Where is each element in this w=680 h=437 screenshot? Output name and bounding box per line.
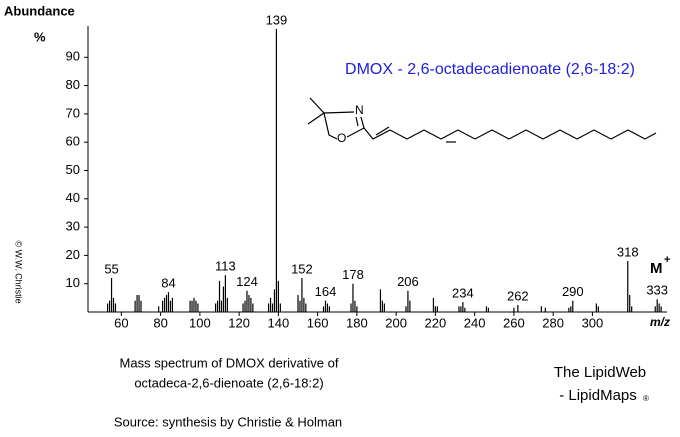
y-tick-label: 60 xyxy=(66,134,80,149)
y-tick-label: 70 xyxy=(66,105,80,120)
brand-line: - LipidMaps xyxy=(559,387,637,404)
copyright: © W.W. Christie xyxy=(14,240,24,303)
x-tick-label: 200 xyxy=(385,315,407,330)
peak-label: 164 xyxy=(315,284,337,299)
y-tick-label: 20 xyxy=(66,247,80,262)
x-tick-label: 120 xyxy=(228,315,250,330)
y-tick-label: 80 xyxy=(66,77,80,92)
peak-label: 178 xyxy=(342,267,364,282)
peak-label: 333 xyxy=(646,283,668,298)
ion-symbol: M xyxy=(650,260,663,277)
x-tick-label: 60 xyxy=(114,315,128,330)
caption-line: Mass spectrum of DMOX derivative of xyxy=(120,355,339,370)
peak-label: 290 xyxy=(562,284,584,299)
y-tick-label: 30 xyxy=(66,219,80,234)
x-tick-label: 300 xyxy=(582,315,604,330)
peak-label: 84 xyxy=(161,276,175,291)
chain xyxy=(363,127,657,140)
x-tick-label: 280 xyxy=(542,315,564,330)
x-tick-label: 80 xyxy=(153,315,167,330)
peak-label: 139 xyxy=(266,12,288,27)
atom: N xyxy=(355,103,364,117)
peak-label: 152 xyxy=(291,261,313,276)
y-tick-label: 40 xyxy=(66,190,80,205)
x-label: m/z xyxy=(650,315,670,329)
x-tick-label: 160 xyxy=(307,315,329,330)
ring xyxy=(323,112,338,140)
ring xyxy=(355,116,359,127)
x-tick-label: 140 xyxy=(268,315,290,330)
brand-line: The LipidWeb xyxy=(554,364,646,381)
x-tick-label: 180 xyxy=(346,315,368,330)
double-bond xyxy=(375,126,390,136)
y-tick-label: 90 xyxy=(66,49,80,64)
y-label: Abundance xyxy=(4,3,75,18)
peak-label: 113 xyxy=(215,259,236,274)
y-tick-label: 10 xyxy=(66,275,80,290)
x-tick-label: 260 xyxy=(503,315,525,330)
brand-mark: ® xyxy=(643,394,649,403)
peak-label: 262 xyxy=(507,288,529,303)
methyls xyxy=(307,97,325,125)
x-tick-label: 220 xyxy=(425,315,447,330)
ion-charge: + xyxy=(664,254,670,266)
ring xyxy=(323,111,355,114)
y-unit: % xyxy=(34,29,46,44)
structure: N O xyxy=(307,97,657,145)
peak-label: 318 xyxy=(617,244,639,259)
source: Source: synthesis by Christie & Holman xyxy=(114,414,342,429)
x-tick-label: 100 xyxy=(189,315,211,330)
peak-label: 234 xyxy=(452,286,474,301)
y-tick-label: 50 xyxy=(66,162,80,177)
ring xyxy=(346,116,365,138)
x-tick-label: 240 xyxy=(464,315,486,330)
atom: O xyxy=(337,131,346,145)
peak-label: 206 xyxy=(397,274,419,289)
peak-label: 55 xyxy=(104,261,118,276)
caption-line: octadeca-2,6-dienoate (2,6-18:2) xyxy=(134,375,323,390)
peak-label: 124 xyxy=(236,274,258,289)
chart-title: DMOX - 2,6-octadecadienoate (2,6-18:2) xyxy=(345,61,635,78)
